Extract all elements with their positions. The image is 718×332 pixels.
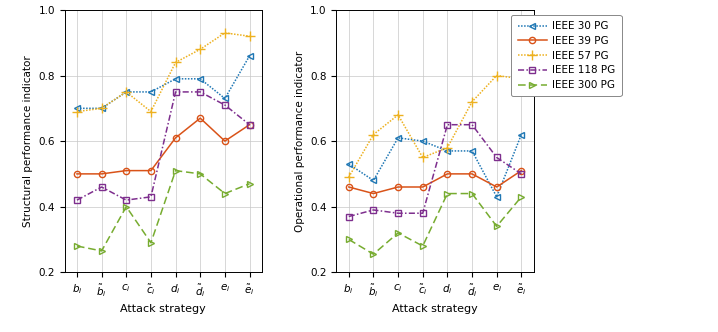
X-axis label: Attack strategy: Attack strategy [392, 304, 478, 314]
Legend: IEEE 30 PG, IEEE 39 PG, IEEE 57 PG, IEEE 118 PG, IEEE 300 PG: IEEE 30 PG, IEEE 39 PG, IEEE 57 PG, IEEE… [511, 15, 622, 96]
X-axis label: Attack strategy: Attack strategy [121, 304, 206, 314]
Y-axis label: Operational performance indicator: Operational performance indicator [294, 50, 304, 232]
Y-axis label: Structural performance indicator: Structural performance indicator [23, 55, 33, 227]
